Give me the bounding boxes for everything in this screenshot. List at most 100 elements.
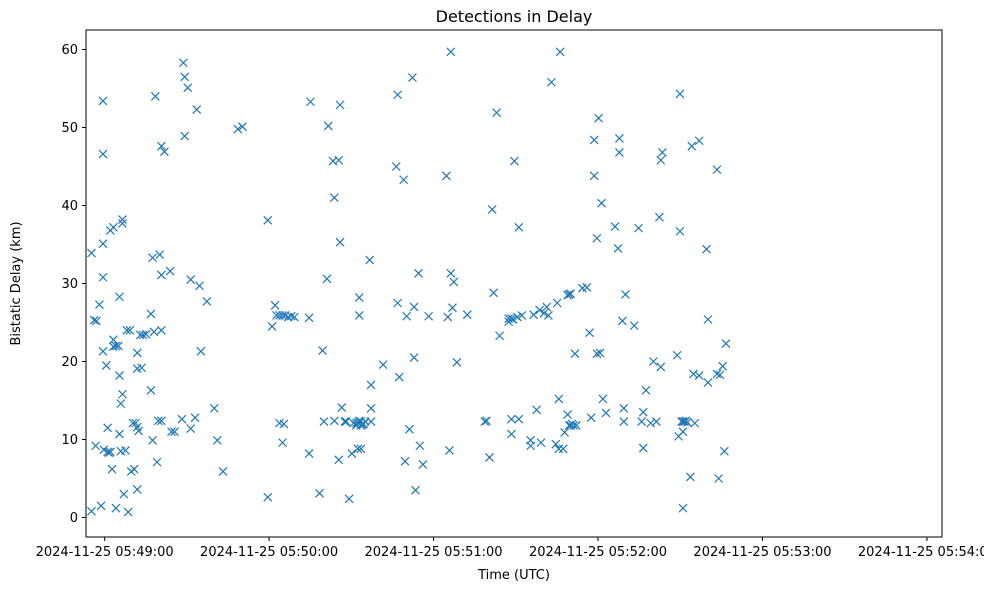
data-point <box>656 155 666 165</box>
data-point <box>98 346 108 356</box>
data-point <box>712 165 722 175</box>
data-point <box>694 371 704 380</box>
data-point <box>378 360 388 370</box>
y-tick-label: 10 <box>61 433 78 448</box>
data-point <box>554 444 564 454</box>
data-point <box>91 441 101 451</box>
data-point <box>637 417 647 426</box>
data-point <box>506 429 516 439</box>
data-point <box>718 361 728 371</box>
data-point <box>648 357 658 366</box>
data-point <box>485 453 494 462</box>
data-point <box>98 96 108 106</box>
data-point <box>551 439 561 449</box>
data-point <box>646 418 656 428</box>
data-point <box>442 171 451 181</box>
x-tick-label: 2024-11-25 05:54:00 <box>858 545 984 560</box>
data-point <box>233 124 243 134</box>
data-point <box>141 329 151 339</box>
data-point <box>555 47 565 57</box>
data-point <box>462 310 472 320</box>
data-point <box>589 135 599 145</box>
data-point <box>121 445 130 455</box>
data-point <box>111 503 121 513</box>
data-point <box>552 298 562 308</box>
data-point <box>571 421 581 430</box>
data-point <box>323 121 333 131</box>
data-point <box>619 403 629 413</box>
data-point <box>638 407 648 417</box>
data-point <box>570 349 580 359</box>
data-point <box>675 89 685 99</box>
data-point <box>418 460 428 469</box>
data-point <box>414 268 423 278</box>
data-point <box>115 292 124 302</box>
data-point <box>146 309 156 319</box>
y-tick-label: 50 <box>61 121 78 136</box>
data-point <box>694 136 704 146</box>
data-point <box>315 488 324 498</box>
data-point <box>108 222 118 232</box>
data-point <box>558 444 568 454</box>
data-point <box>597 198 606 208</box>
data-point <box>685 472 695 482</box>
data-point <box>535 305 545 315</box>
data-point <box>366 380 376 390</box>
data-point <box>409 302 419 312</box>
data-point <box>178 58 188 68</box>
data-point <box>614 133 624 143</box>
data-point <box>402 311 412 321</box>
chart-title: Detections in Delay <box>436 7 593 26</box>
data-point <box>629 321 639 331</box>
data-point <box>278 438 287 448</box>
data-point <box>329 416 339 426</box>
data-point <box>542 302 552 312</box>
data-point <box>536 438 546 448</box>
data-point <box>119 489 129 499</box>
data-point <box>617 316 627 326</box>
data-point <box>125 325 135 335</box>
data-point <box>589 171 599 181</box>
data-point <box>156 416 166 426</box>
data-point <box>155 250 165 260</box>
data-point <box>190 413 200 423</box>
data-point <box>186 275 196 285</box>
data-point <box>137 363 147 373</box>
data-point <box>354 311 364 320</box>
data-point <box>118 215 127 224</box>
data-point <box>148 435 158 445</box>
data-point <box>319 417 329 426</box>
data-point <box>569 421 579 430</box>
data-points <box>87 47 731 517</box>
data-point <box>344 494 354 504</box>
data-point <box>103 423 113 433</box>
data-point <box>180 131 190 141</box>
data-point <box>156 325 166 335</box>
data-point <box>506 314 516 324</box>
data-point <box>651 417 661 426</box>
data-point <box>267 321 277 331</box>
data-point <box>641 385 651 395</box>
data-point <box>409 353 419 363</box>
data-point <box>446 47 456 57</box>
data-point <box>620 289 630 299</box>
data-point <box>514 414 524 424</box>
data-point <box>353 444 363 454</box>
data-point <box>98 239 108 249</box>
y-tick-label: 60 <box>61 43 78 58</box>
data-point <box>529 310 539 320</box>
data-point <box>150 91 160 101</box>
data-point <box>148 253 158 263</box>
x-axis-label: Time (UTC) <box>477 568 550 583</box>
data-point <box>564 421 574 430</box>
data-point <box>149 327 159 337</box>
data-point <box>715 370 725 380</box>
y-tick-label: 40 <box>61 199 78 214</box>
data-point <box>152 457 162 467</box>
data-point <box>517 311 527 320</box>
data-point <box>443 312 453 322</box>
y-tick-label: 0 <box>70 511 78 526</box>
data-point <box>263 215 273 225</box>
data-point <box>712 369 722 379</box>
data-point <box>657 148 667 157</box>
